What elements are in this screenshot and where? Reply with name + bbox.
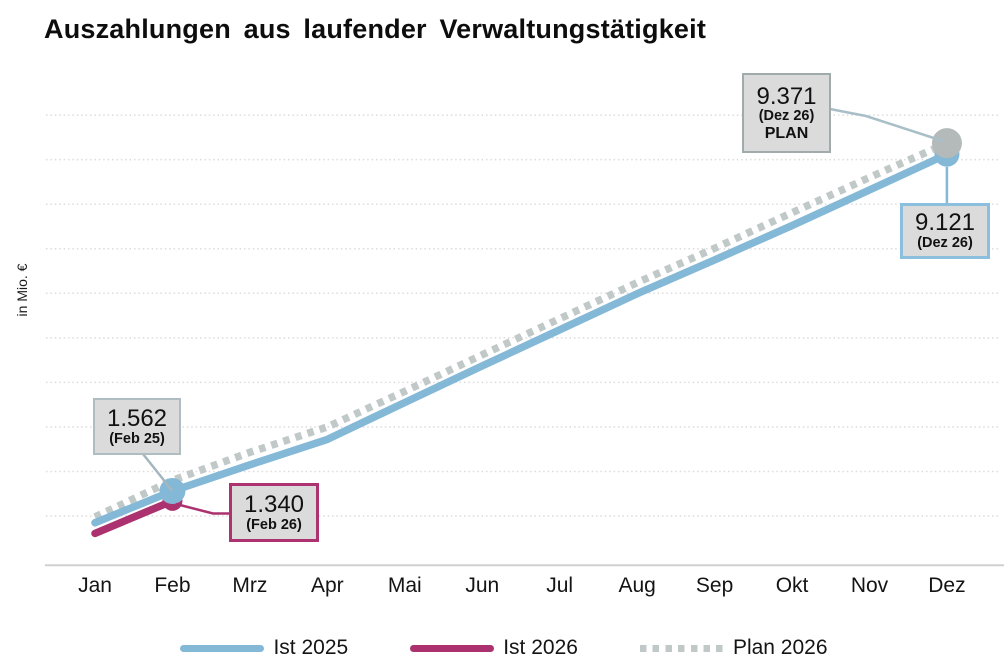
series-line-ist-2025 (91, 150, 951, 527)
x-axis-label-aug: Aug (618, 574, 656, 597)
callout-feb25: 1.562 (Feb 25) (93, 398, 181, 455)
x-axis-label-nov: Nov (850, 574, 889, 597)
chart-title: Auszahlungen aus laufender Verwaltungstä… (44, 14, 707, 44)
callout-dez26-value: 9.121 (914, 209, 976, 237)
connector-feb25 (142, 453, 174, 492)
x-axis-label-mai: Mai (387, 574, 422, 597)
callout-feb26-value: 1.340 (243, 490, 305, 518)
legend-swatch-ist-2026 (410, 644, 495, 652)
legend-label: Plan 2026 (732, 636, 828, 659)
callout-dez26: 9.121 (Dez 26) (900, 203, 990, 259)
callout-dez26-plan: 9.371 (Dez 26) PLAN (742, 73, 831, 153)
x-axis: Jan Feb Mrz Apr Mai Jun Jul Aug Sep Okt Nov Dez (0, 574, 1008, 600)
x-axis-label-jul: Jul (546, 574, 574, 597)
callout-feb25-date: (Feb 25) (109, 430, 165, 447)
x-axis-label-sep: Sep (695, 574, 734, 597)
legend-item-ist-2025: Ist 2025 (180, 636, 348, 660)
callout-dez26-plan-date: (Dez 26) (758, 108, 815, 125)
legend-item-ist-2026: Ist 2026 (410, 636, 578, 660)
callout-dez26-plan-suffix: PLAN (764, 125, 809, 143)
x-axis-label-feb: Feb (154, 574, 191, 597)
x-axis-label-jun: Jun (465, 574, 500, 597)
marker-plan-2026-dez (931, 128, 962, 159)
x-axis-label-mrz: Mrz (232, 574, 268, 597)
callout-dez26-date: (Dez 26) (917, 235, 973, 252)
callout-dez26-plan-value: 9.371 (756, 82, 817, 110)
legend-swatch-plan-2026 (639, 644, 724, 652)
x-axis-label-dez: Dez (928, 574, 966, 597)
x-axis-label-apr: Apr (311, 574, 344, 597)
callout-feb26-date: (Feb 26) (246, 516, 302, 533)
x-axis-label-okt: Okt (775, 574, 809, 597)
legend-label: Ist 2026 (503, 636, 578, 659)
x-axis-label-jan: Jan (78, 574, 112, 597)
series-line-plan-2026 (93, 139, 949, 521)
legend-item-plan-2026: Plan 2026 (639, 636, 828, 660)
legend-label: Ist 2025 (273, 636, 349, 659)
series-line-ist-2026 (91, 497, 177, 538)
legend: Ist 2025 Ist 2026 Plan 2026 (0, 633, 1008, 663)
callout-feb26: 1.340 (Feb 26) (229, 483, 319, 542)
callout-feb25-value: 1.562 (106, 404, 168, 432)
connector-dez26-plan (829, 107, 944, 143)
connector-feb26 (175, 502, 231, 515)
legend-swatch-ist-2025 (180, 644, 265, 652)
